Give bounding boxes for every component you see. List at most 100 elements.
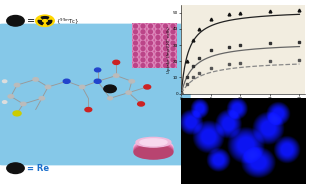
Circle shape	[148, 64, 153, 67]
Ellipse shape	[134, 144, 173, 158]
Circle shape	[39, 97, 45, 100]
Circle shape	[2, 80, 7, 83]
Circle shape	[171, 52, 175, 56]
Circle shape	[140, 57, 146, 63]
Ellipse shape	[140, 139, 167, 146]
Circle shape	[134, 47, 137, 50]
Circle shape	[162, 34, 169, 41]
Circle shape	[155, 40, 161, 46]
Circle shape	[171, 58, 175, 62]
Circle shape	[141, 24, 145, 28]
Circle shape	[8, 95, 14, 98]
Circle shape	[164, 47, 167, 50]
Circle shape	[85, 108, 92, 112]
Circle shape	[171, 36, 175, 39]
Circle shape	[147, 23, 154, 29]
Circle shape	[162, 51, 169, 57]
Circle shape	[156, 58, 160, 62]
Circle shape	[132, 46, 139, 52]
Circle shape	[147, 40, 154, 46]
Text: =: =	[27, 16, 35, 26]
Circle shape	[170, 51, 176, 57]
Circle shape	[148, 47, 153, 50]
Circle shape	[155, 23, 161, 29]
Circle shape	[170, 34, 176, 41]
Circle shape	[79, 85, 85, 89]
Circle shape	[164, 30, 167, 34]
Ellipse shape	[134, 143, 173, 156]
Circle shape	[155, 46, 161, 52]
Circle shape	[2, 101, 7, 103]
Ellipse shape	[134, 146, 173, 159]
Circle shape	[155, 51, 161, 57]
Circle shape	[164, 24, 167, 28]
Circle shape	[134, 24, 137, 28]
Circle shape	[63, 79, 70, 83]
Ellipse shape	[134, 141, 173, 155]
Circle shape	[148, 30, 153, 34]
Circle shape	[20, 102, 26, 106]
Circle shape	[134, 58, 137, 62]
Circle shape	[43, 20, 47, 22]
Circle shape	[132, 57, 139, 63]
Wedge shape	[38, 20, 43, 25]
Circle shape	[170, 62, 176, 69]
Circle shape	[147, 34, 154, 41]
Circle shape	[170, 23, 176, 29]
Circle shape	[141, 30, 145, 34]
Circle shape	[33, 78, 38, 81]
Circle shape	[141, 47, 145, 50]
Circle shape	[141, 41, 145, 45]
Circle shape	[164, 64, 167, 67]
Circle shape	[171, 24, 175, 28]
Circle shape	[147, 46, 154, 52]
Circle shape	[134, 30, 137, 34]
Circle shape	[140, 29, 146, 35]
Circle shape	[170, 46, 176, 52]
Circle shape	[132, 40, 139, 46]
Circle shape	[147, 62, 154, 69]
Circle shape	[141, 58, 145, 62]
Circle shape	[104, 85, 116, 93]
Circle shape	[148, 58, 153, 62]
Circle shape	[141, 36, 145, 39]
Circle shape	[171, 64, 175, 67]
Circle shape	[140, 40, 146, 46]
Circle shape	[156, 24, 160, 28]
Circle shape	[113, 74, 119, 77]
Circle shape	[132, 34, 139, 41]
Circle shape	[162, 62, 169, 69]
Circle shape	[148, 36, 153, 39]
Circle shape	[164, 58, 167, 62]
Circle shape	[108, 97, 113, 100]
Circle shape	[171, 47, 175, 50]
Circle shape	[156, 36, 160, 39]
Circle shape	[132, 23, 139, 29]
Circle shape	[156, 52, 160, 56]
Circle shape	[132, 62, 139, 69]
Circle shape	[170, 40, 176, 46]
Y-axis label: Uptake (fmol/10⁶ cells): Uptake (fmol/10⁶ cells)	[167, 26, 171, 73]
Circle shape	[140, 62, 146, 69]
Circle shape	[162, 29, 169, 35]
Circle shape	[162, 57, 169, 63]
Text: = Re: = Re	[27, 164, 49, 173]
Circle shape	[7, 15, 24, 26]
Circle shape	[155, 57, 161, 63]
Circle shape	[134, 52, 137, 56]
Circle shape	[13, 111, 21, 116]
Circle shape	[132, 51, 139, 57]
Circle shape	[134, 36, 137, 39]
Circle shape	[171, 41, 175, 45]
Ellipse shape	[134, 140, 173, 154]
Circle shape	[170, 29, 176, 35]
Circle shape	[162, 46, 169, 52]
FancyBboxPatch shape	[0, 24, 191, 165]
Circle shape	[170, 57, 176, 63]
Circle shape	[148, 52, 153, 56]
Circle shape	[147, 29, 154, 35]
Circle shape	[148, 24, 153, 28]
Circle shape	[141, 52, 145, 56]
Text: $\{^{99m}$Tc$\}$: $\{^{99m}$Tc$\}$	[56, 16, 80, 26]
Circle shape	[164, 41, 167, 45]
